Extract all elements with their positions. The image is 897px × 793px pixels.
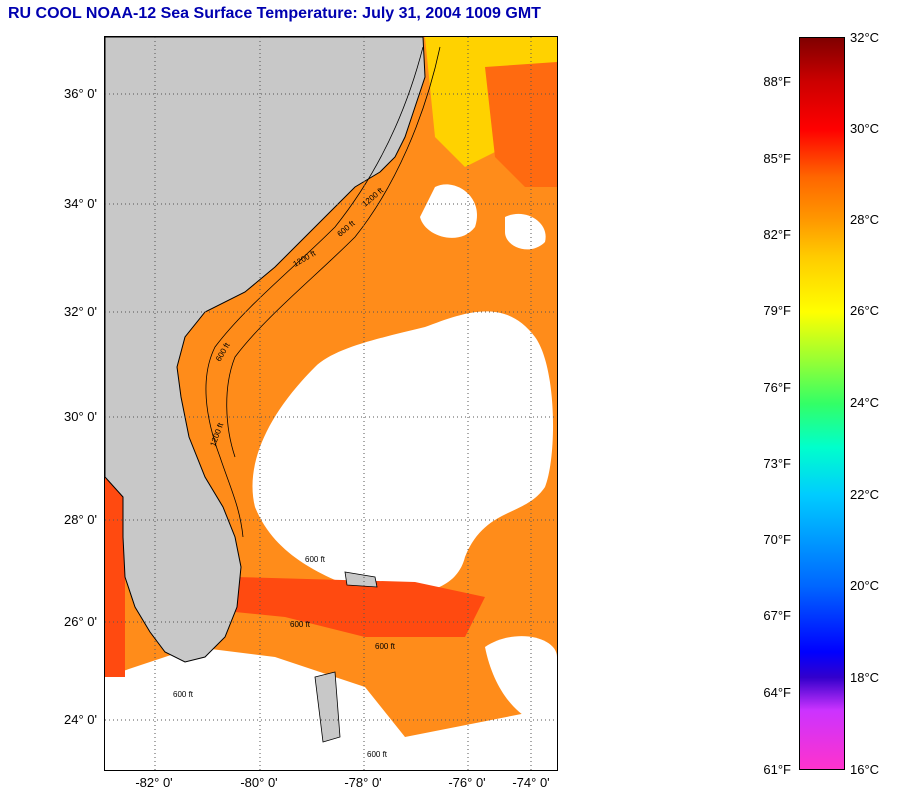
us-landmass <box>105 37 426 663</box>
bahamas-island-andros <box>314 671 341 743</box>
cloud-cover-central <box>252 311 554 595</box>
contour-label: 600 ft <box>367 750 388 759</box>
contour-label: 600 ft <box>305 555 326 564</box>
lon-label: -76° 0' <box>448 775 486 790</box>
lat-label: 30° 0' <box>64 409 97 424</box>
bahamas-island-grand <box>344 571 378 588</box>
cloud-patch-east <box>505 213 546 250</box>
colorbar-c-label: 32°C <box>850 30 880 45</box>
lon-label: -82° 0' <box>135 775 173 790</box>
lat-label: 28° 0' <box>64 512 97 527</box>
graticule <box>105 37 557 770</box>
colorbar-f-label: 76°F <box>763 380 791 395</box>
lat-label: 32° 0' <box>64 304 97 319</box>
contour-label: 600 ft <box>375 642 396 651</box>
lon-label: -74° 0' <box>512 775 550 790</box>
lat-label: 36° 0' <box>64 86 97 101</box>
colorbar-f-label: 64°F <box>763 685 791 700</box>
colorbar-c-label: 28°C <box>850 212 880 227</box>
colorbar-f-label: 61°F <box>763 762 791 777</box>
sst-map-svg: 1200 ft 600 ft 1200 ft 600 ft 1200 ft 60… <box>105 37 557 770</box>
chart-title: RU COOL NOAA-12 Sea Surface Temperature:… <box>8 5 541 22</box>
lon-label: -78° 0' <box>344 775 382 790</box>
gulf-stream-north <box>485 62 557 187</box>
colorbar-f-label: 88°F <box>763 74 791 89</box>
colorbar-c-label: 20°C <box>850 578 880 593</box>
colorbar-f-label: 85°F <box>763 151 791 166</box>
contour-label: 600 ft <box>173 690 194 699</box>
gulf-stream-south <box>235 577 485 637</box>
colorbar-f-label: 67°F <box>763 608 791 623</box>
depth-contour-1200 <box>226 46 441 458</box>
contour-label: 600 ft <box>290 620 311 629</box>
colorbar-f-label: 73°F <box>763 456 791 471</box>
lon-label: -80° 0' <box>240 775 278 790</box>
colorbar-c-label: 22°C <box>850 487 880 502</box>
lat-label: 24° 0' <box>64 712 97 727</box>
lat-label: 26° 0' <box>64 614 97 629</box>
sst-map: 1200 ft 600 ft 1200 ft 600 ft 1200 ft 60… <box>104 36 558 771</box>
colorbar-f-label: 70°F <box>763 532 791 547</box>
cloud-patch-north <box>420 184 477 238</box>
colorbar-c-label: 18°C <box>850 670 880 685</box>
colorbar-f-label: 82°F <box>763 227 791 242</box>
cloud-patch-southeast <box>485 636 557 727</box>
colorbar-c-label: 16°C <box>850 762 880 777</box>
colorbar-c-label: 26°C <box>850 303 880 318</box>
colorbar-f-label: 79°F <box>763 303 791 318</box>
temperature-colorbar <box>799 37 845 770</box>
lat-label: 34° 0' <box>64 196 97 211</box>
depth-contour-600 <box>205 46 424 538</box>
colorbar-c-label: 30°C <box>850 121 880 136</box>
colorbar-c-label: 24°C <box>850 395 880 410</box>
